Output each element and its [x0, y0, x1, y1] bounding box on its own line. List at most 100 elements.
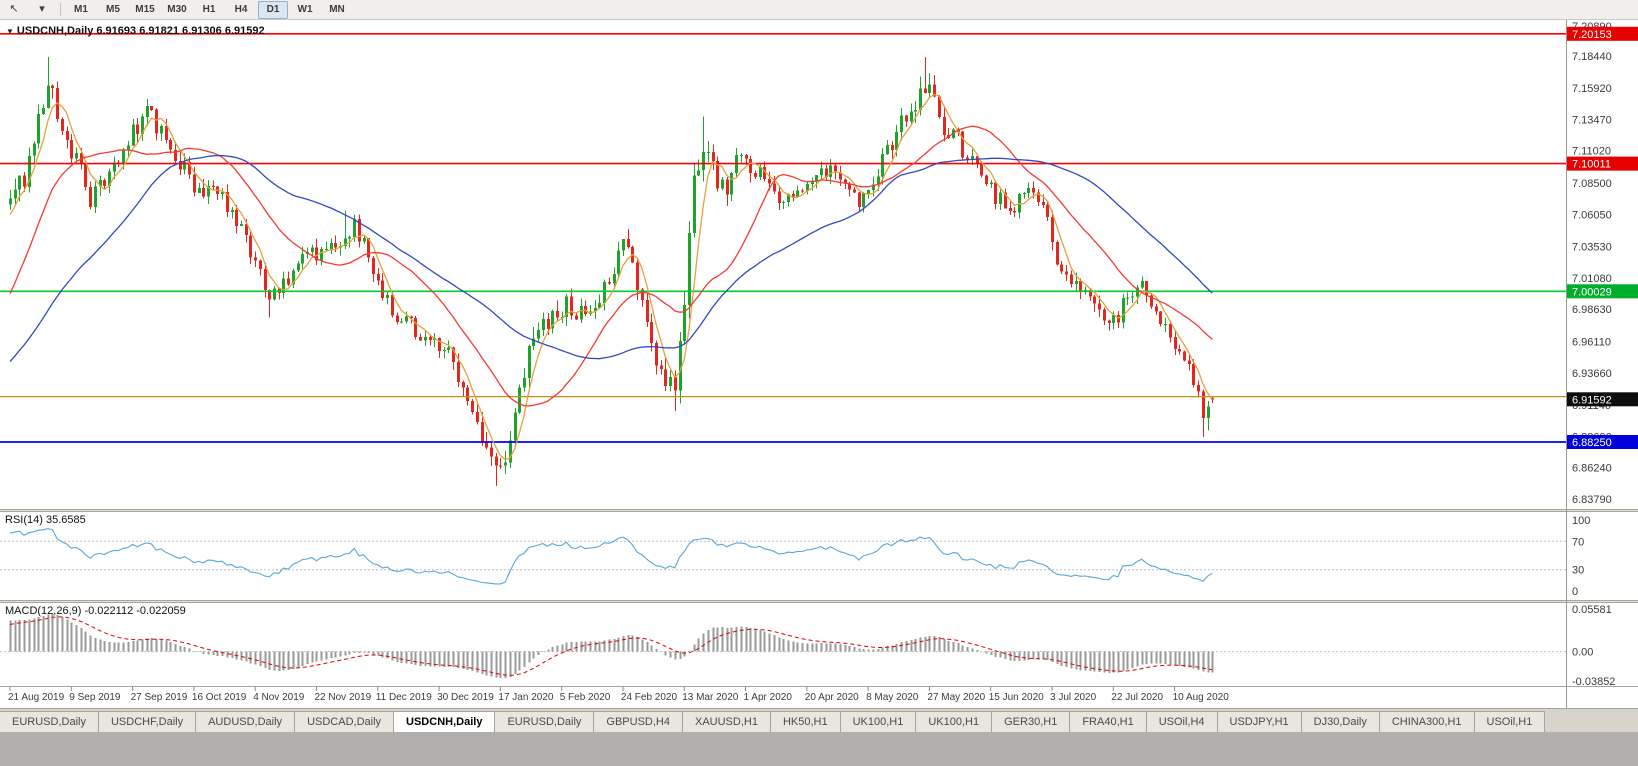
date-label: 11 Dec 2019 — [376, 692, 432, 703]
date-label: 22 Nov 2019 — [315, 692, 372, 703]
timeframe-button-m30[interactable]: M30 — [167, 4, 187, 15]
price-axis-label: 7.18440 — [1572, 51, 1612, 63]
objects-collapse-icon[interactable]: ▼ — [6, 27, 14, 36]
timeframe-button-m5[interactable]: M5 — [106, 4, 120, 15]
window-background-strip — [0, 732, 1638, 766]
price-axis-label: 6.86240 — [1572, 463, 1612, 475]
chart-tab-9-uk100-h1[interactable]: UK100,H1 — [839, 711, 917, 732]
chart-canvas[interactable]: 21 Aug 2019 9 Sep 2019 27 Sep 2019 16 Oct 2… — [0, 20, 1638, 708]
hline-price-tag: 6.88250 — [1572, 437, 1612, 449]
date-label: 4 Nov 2019 — [253, 692, 305, 703]
hline-price-tag: 7.20153 — [1572, 29, 1612, 41]
date-label: 22 Jul 2020 — [1111, 692, 1163, 703]
macd-level-label: 0.05581 — [1572, 604, 1612, 616]
date-label: 30 Dec 2019 — [437, 692, 494, 703]
cursor-tool-button[interactable]: ↖ — [1, 1, 27, 19]
timeframe-button-h4[interactable]: H4 — [234, 4, 248, 15]
date-label: 21 Aug 2019 — [8, 692, 65, 703]
price-axis-label: 7.13470 — [1572, 114, 1612, 126]
date-label: 10 Aug 2020 — [1173, 692, 1230, 703]
date-label: 9 Sep 2019 — [69, 692, 121, 703]
price-axis-label: 7.06050 — [1572, 209, 1612, 221]
price-axis-label: 7.11020 — [1572, 146, 1611, 158]
rsi-line — [9, 528, 1213, 585]
macd-level-label: -0.03852 — [1572, 676, 1615, 688]
date-label: 8 May 2020 — [866, 692, 919, 703]
macd-level-label: 0.00 — [1572, 647, 1593, 659]
macd-indicator-label: MACD(12,26,9) -0.022112 -0.022059 — [5, 605, 186, 617]
date-label: 20 Apr 2020 — [805, 692, 859, 703]
current-price-tag-box — [1567, 392, 1638, 407]
chart-tab-16-china300-h1[interactable]: CHINA300,H1 — [1378, 711, 1475, 732]
timeframe-button-h1[interactable]: H1 — [202, 4, 216, 15]
chart-tab-4-usdcnh-daily[interactable]: USDCNH,Daily — [393, 711, 496, 732]
date-label: 24 Feb 2020 — [621, 692, 678, 703]
chart-tab-13-usoil-h4[interactable]: USOil,H4 — [1145, 711, 1218, 732]
chart-tab-1-usdchf-daily[interactable]: USDCHF,Daily — [97, 711, 197, 732]
price-axis-label: 6.96110 — [1572, 337, 1611, 349]
toolbar-separator — [60, 3, 61, 16]
hline-price-tag: 7.10011 — [1572, 159, 1611, 171]
pane-separator[interactable] — [0, 600, 1638, 603]
chart-tab-2-audusd-daily[interactable]: AUDUSD,Daily — [195, 711, 296, 732]
timeframe-button-m1[interactable]: M1 — [74, 4, 88, 15]
date-label: 27 Sep 2019 — [131, 692, 188, 703]
hline-price-tag: 7.00029 — [1572, 286, 1612, 298]
timeframe-button-mn[interactable]: MN — [329, 4, 345, 15]
chart-tab-6-gbpusd-h4[interactable]: GBPUSD,H4 — [593, 711, 683, 732]
date-label: 3 Jul 2020 — [1050, 692, 1097, 703]
timeframe-button-group: M1 M5 M15 M30 H1 H4 D1 W1 MN — [65, 0, 353, 19]
macd-signal-line — [9, 616, 1213, 676]
current-price-tag: 6.91592 — [1572, 394, 1612, 406]
chart-tab-10-uk100-h1[interactable]: UK100,H1 — [915, 711, 993, 732]
cursor-icon: ↖ — [9, 3, 19, 15]
tools-dropdown-button[interactable]: ▾ — [29, 1, 55, 19]
chart-tab-7-xauusd-h1[interactable]: XAUUSD,H1 — [681, 711, 771, 732]
rsi-level-label: 70 — [1572, 536, 1584, 548]
date-label: 27 May 2020 — [927, 692, 985, 703]
date-label: 17 Jan 2020 — [498, 692, 553, 703]
timeframe-button-m15[interactable]: M15 — [135, 4, 155, 15]
pane-separator[interactable] — [0, 509, 1638, 512]
timeframe-button-w1[interactable]: W1 — [297, 4, 313, 15]
top-toolbar: ↖ ▾ M1 M5 M15 M30 H1 H4 D1 W1 MN — [0, 0, 1638, 20]
macd-histogram — [9, 613, 1214, 679]
price-axis-label: 7.15920 — [1572, 83, 1612, 95]
chart-tab-8-hk50-h1[interactable]: HK50,H1 — [769, 711, 841, 732]
rsi-indicator-label: RSI(14) 35.6585 — [5, 514, 86, 526]
chart-tab-14-usdjpy-h1[interactable]: USDJPY,H1 — [1216, 711, 1302, 732]
price-axis-label: 6.98630 — [1572, 304, 1612, 316]
ma-20-line — [9, 125, 1213, 407]
chart-tab-15-dj30-daily[interactable]: DJ30,Daily — [1300, 711, 1380, 732]
chart-tab-3-usdcad-daily[interactable]: USDCAD,Daily — [294, 711, 395, 732]
price-axis-label: 6.93660 — [1572, 368, 1612, 380]
price-axis-label: 7.08500 — [1572, 178, 1612, 190]
chart-tabs-bar: EURUSD,Daily USDCHF,Daily AUDUSD,Daily USDC… — [0, 708, 1638, 732]
rsi-level-label: 100 — [1572, 515, 1590, 527]
chart-tab-17-usoil-h1[interactable]: USOil,H1 — [1473, 711, 1546, 732]
chart-area[interactable]: 21 Aug 2019 9 Sep 2019 27 Sep 2019 16 Oct 2… — [0, 20, 1638, 708]
hline-price-tag-box — [1567, 156, 1638, 171]
chart-tab-11-ger30-h1[interactable]: GER30,H1 — [991, 711, 1071, 732]
rsi-level-label: 30 — [1572, 565, 1584, 577]
date-label: 5 Feb 2020 — [560, 692, 611, 703]
price-axis-label: 6.83790 — [1572, 494, 1612, 506]
chevron-down-icon: ▾ — [39, 3, 45, 15]
hline-price-tag-box — [1567, 284, 1638, 299]
chart-tab-0-eurusd-daily[interactable]: EURUSD,Daily — [0, 711, 99, 732]
ma-45-line — [9, 154, 1213, 363]
time-axis[interactable] — [0, 687, 1566, 708]
chart-background — [0, 20, 1638, 708]
date-label: 15 Jun 2020 — [989, 692, 1044, 703]
timeframe-button-d1[interactable]: D1 — [258, 0, 288, 19]
chart-ohlc-header: ▼ USDCNH,Daily 6.91693 6.91821 6.91306 6.… — [6, 25, 265, 37]
price-axis-label: 7.03530 — [1572, 242, 1612, 254]
chart-tab-5-eurusd-daily[interactable]: EURUSD,Daily — [494, 711, 595, 732]
date-label: 1 Apr 2020 — [744, 692, 793, 703]
chart-tab-12-fra40-h1[interactable]: FRA40,H1 — [1069, 711, 1147, 732]
price-axis[interactable] — [1566, 20, 1638, 708]
ma-5-line — [9, 93, 1213, 461]
chart-header-text: USDCNH,Daily 6.91693 6.91821 6.91306 6.9… — [16, 25, 265, 37]
hline-price-tag-box — [1567, 26, 1638, 41]
